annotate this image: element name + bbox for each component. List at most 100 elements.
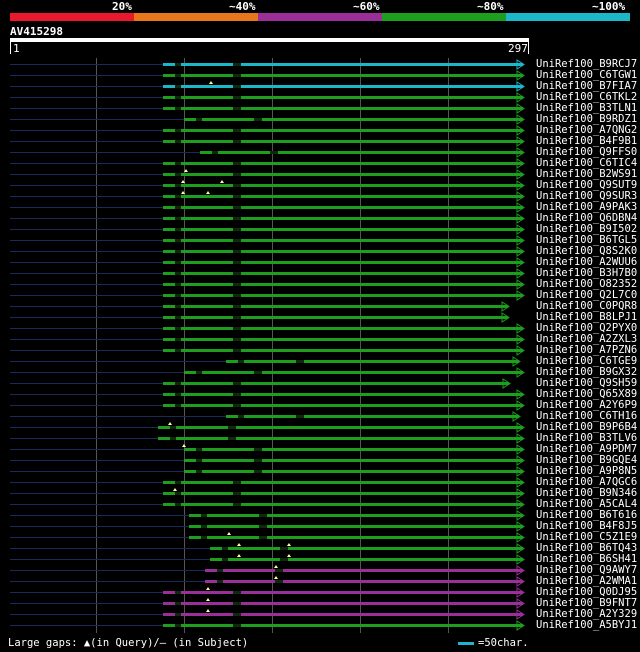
hit-row[interactable]: UniRef100_A5CAL4 (0, 498, 640, 510)
hit-row[interactable]: UniRef100_Q65X89 (0, 388, 640, 400)
hit-label[interactable]: UniRef100_A5CAL4 (536, 498, 638, 510)
hit-label[interactable]: UniRef100_A9PDM7 (536, 443, 638, 455)
hit-label[interactable]: UniRef100_C6TGE9 (536, 355, 638, 367)
hit-row[interactable]: UniRef100_A2Y329 (0, 608, 640, 620)
hit-label[interactable]: UniRef100_B9FNT7 (536, 597, 638, 609)
hit-row[interactable]: UniRef100_B4F9B1 (0, 135, 640, 147)
hit-label[interactable]: UniRef100_B9GQE4 (536, 454, 638, 466)
hit-row[interactable]: UniRef100_B9RDZ1 (0, 113, 640, 125)
hit-label[interactable]: UniRef100_C6TKL2 (536, 91, 638, 103)
hit-row[interactable]: UniRef100_C6TKL2 (0, 91, 640, 103)
hit-label[interactable]: UniRef100_B9RCJ7 (536, 58, 638, 70)
hit-row[interactable]: UniRef100_B9GX32 (0, 366, 640, 378)
hit-row[interactable]: UniRef100_A9P8N5 (0, 465, 640, 477)
hit-row[interactable]: UniRef100_Q9AWY7 (0, 564, 640, 576)
hit-row[interactable]: UniRef100_C6TH16 (0, 410, 640, 422)
hit-label[interactable]: UniRef100_A9P8N5 (536, 465, 638, 477)
hit-row[interactable]: UniRef100_A2WUU6 (0, 256, 640, 268)
hit-label[interactable]: UniRef100_C6TIC4 (536, 157, 638, 169)
hit-label[interactable]: UniRef100_B6TQ43 (536, 542, 638, 554)
hit-label[interactable]: UniRef100_B9I502 (536, 223, 638, 235)
hit-row[interactable]: UniRef100_B3TLN1 (0, 102, 640, 114)
hit-row[interactable]: UniRef100_B3TLV6 (0, 432, 640, 444)
hit-label[interactable]: UniRef100_B9GX32 (536, 366, 638, 378)
hit-row[interactable]: UniRef100_Q0DJ95 (0, 586, 640, 598)
hit-row[interactable]: UniRef100_C6TGE9 (0, 355, 640, 367)
hit-label[interactable]: UniRef100_Q0DJ95 (536, 586, 638, 598)
hit-label[interactable]: UniRef100_B3TLN1 (536, 102, 638, 114)
hit-row[interactable]: UniRef100_A9PAK3 (0, 201, 640, 213)
hit-row[interactable]: UniRef100_B8LPJ1 (0, 311, 640, 323)
hit-label[interactable]: UniRef100_A2Y6P9 (536, 399, 638, 411)
hit-label[interactable]: UniRef100_B9P6B4 (536, 421, 638, 433)
hit-row[interactable]: UniRef100_C6TGW1 (0, 69, 640, 81)
hit-label[interactable]: UniRef100_Q9AWY7 (536, 564, 638, 576)
hit-label[interactable]: UniRef100_B6TGL5 (536, 234, 638, 246)
hit-label[interactable]: UniRef100_A2WUU6 (536, 256, 638, 268)
hit-row[interactable]: UniRef100_B9I502 (0, 223, 640, 235)
hit-label[interactable]: UniRef100_Q9SH59 (536, 377, 638, 389)
hit-label[interactable]: UniRef100_B6SH41 (536, 553, 638, 565)
hit-label[interactable]: UniRef100_Q9SUT9 (536, 179, 638, 191)
hit-label[interactable]: UniRef100_A7PZN6 (536, 344, 638, 356)
hit-row[interactable]: UniRef100_Q9SUT9 (0, 179, 640, 191)
hit-label[interactable]: UniRef100_O82352 (536, 278, 638, 290)
hit-row[interactable]: UniRef100_A2Y6P9 (0, 399, 640, 411)
hit-row[interactable]: UniRef100_B6TGL5 (0, 234, 640, 246)
hit-label[interactable]: UniRef100_A2ZXL3 (536, 333, 638, 345)
hit-label[interactable]: UniRef100_Q2L7C0 (536, 289, 638, 301)
hit-label[interactable]: UniRef100_B4F8J5 (536, 520, 638, 532)
hit-row[interactable]: UniRef100_B9GQE4 (0, 454, 640, 466)
hit-row[interactable]: UniRef100_B6TQ43 (0, 542, 640, 554)
hit-row[interactable]: UniRef100_B9P6B4 (0, 421, 640, 433)
hit-row[interactable]: UniRef100_A2ZXL3 (0, 333, 640, 345)
hit-row[interactable]: UniRef100_C6TIC4 (0, 157, 640, 169)
hit-row[interactable]: UniRef100_B9N346 (0, 487, 640, 499)
hit-label[interactable]: UniRef100_Q9SUR3 (536, 190, 638, 202)
hit-label[interactable]: UniRef100_B9RDZ1 (536, 113, 638, 125)
hit-label[interactable]: UniRef100_A2Y329 (536, 608, 638, 620)
hit-row[interactable]: UniRef100_C0PQR8 (0, 300, 640, 312)
hit-label[interactable]: UniRef100_Q6DBN4 (536, 212, 638, 224)
hit-row[interactable]: UniRef100_A7PZN6 (0, 344, 640, 356)
hit-label[interactable]: UniRef100_C0PQR8 (536, 300, 638, 312)
hit-row[interactable]: UniRef100_Q2PYX0 (0, 322, 640, 334)
hit-label[interactable]: UniRef100_B9N346 (536, 487, 638, 499)
hit-row[interactable]: UniRef100_A9PDM7 (0, 443, 640, 455)
hit-row[interactable]: UniRef100_A2WMA1 (0, 575, 640, 587)
hit-row[interactable]: UniRef100_A5BYJ1 (0, 619, 640, 631)
hit-label[interactable]: UniRef100_B3H7B0 (536, 267, 638, 279)
hit-label[interactable]: UniRef100_C5Z1E9 (536, 531, 638, 543)
hit-label[interactable]: UniRef100_C6TH16 (536, 410, 638, 422)
hit-row[interactable]: UniRef100_B9FNT7 (0, 597, 640, 609)
hit-row[interactable]: UniRef100_C5Z1E9 (0, 531, 640, 543)
hit-row[interactable]: UniRef100_O82352 (0, 278, 640, 290)
hit-label[interactable]: UniRef100_A7QGC6 (536, 476, 638, 488)
hit-label[interactable]: UniRef100_Q2PYX0 (536, 322, 638, 334)
hit-label[interactable]: UniRef100_Q65X89 (536, 388, 638, 400)
hit-row[interactable]: UniRef100_A7QNG2 (0, 124, 640, 136)
hit-label[interactable]: UniRef100_A7QNG2 (536, 124, 638, 136)
hit-row[interactable]: UniRef100_A7QGC6 (0, 476, 640, 488)
hit-label[interactable]: UniRef100_A9PAK3 (536, 201, 638, 213)
hit-row[interactable]: UniRef100_B4F8J5 (0, 520, 640, 532)
hit-row[interactable]: UniRef100_B6T616 (0, 509, 640, 521)
hit-row[interactable]: UniRef100_Q2L7C0 (0, 289, 640, 301)
hit-label[interactable]: UniRef100_A5BYJ1 (536, 619, 638, 631)
hit-label[interactable]: UniRef100_B2WS91 (536, 168, 638, 180)
hit-label[interactable]: UniRef100_C6TGW1 (536, 69, 638, 81)
hit-row[interactable]: UniRef100_Q8S2K0 (0, 245, 640, 257)
hit-row[interactable]: UniRef100_B2WS91 (0, 168, 640, 180)
hit-row[interactable]: UniRef100_B3H7B0 (0, 267, 640, 279)
hit-row[interactable]: UniRef100_Q9FFS0 (0, 146, 640, 158)
hit-label[interactable]: UniRef100_Q8S2K0 (536, 245, 638, 257)
hit-label[interactable]: UniRef100_B6T616 (536, 509, 638, 521)
hit-label[interactable]: UniRef100_B8LPJ1 (536, 311, 638, 323)
hit-label[interactable]: UniRef100_B7FIA7 (536, 80, 638, 92)
hit-row[interactable]: UniRef100_B9RCJ7 (0, 58, 640, 70)
hit-label[interactable]: UniRef100_B3TLV6 (536, 432, 638, 444)
hit-row[interactable]: UniRef100_B6SH41 (0, 553, 640, 565)
hit-row[interactable]: UniRef100_B7FIA7 (0, 80, 640, 92)
hit-label[interactable]: UniRef100_A2WMA1 (536, 575, 638, 587)
hit-row[interactable]: UniRef100_Q9SUR3 (0, 190, 640, 202)
